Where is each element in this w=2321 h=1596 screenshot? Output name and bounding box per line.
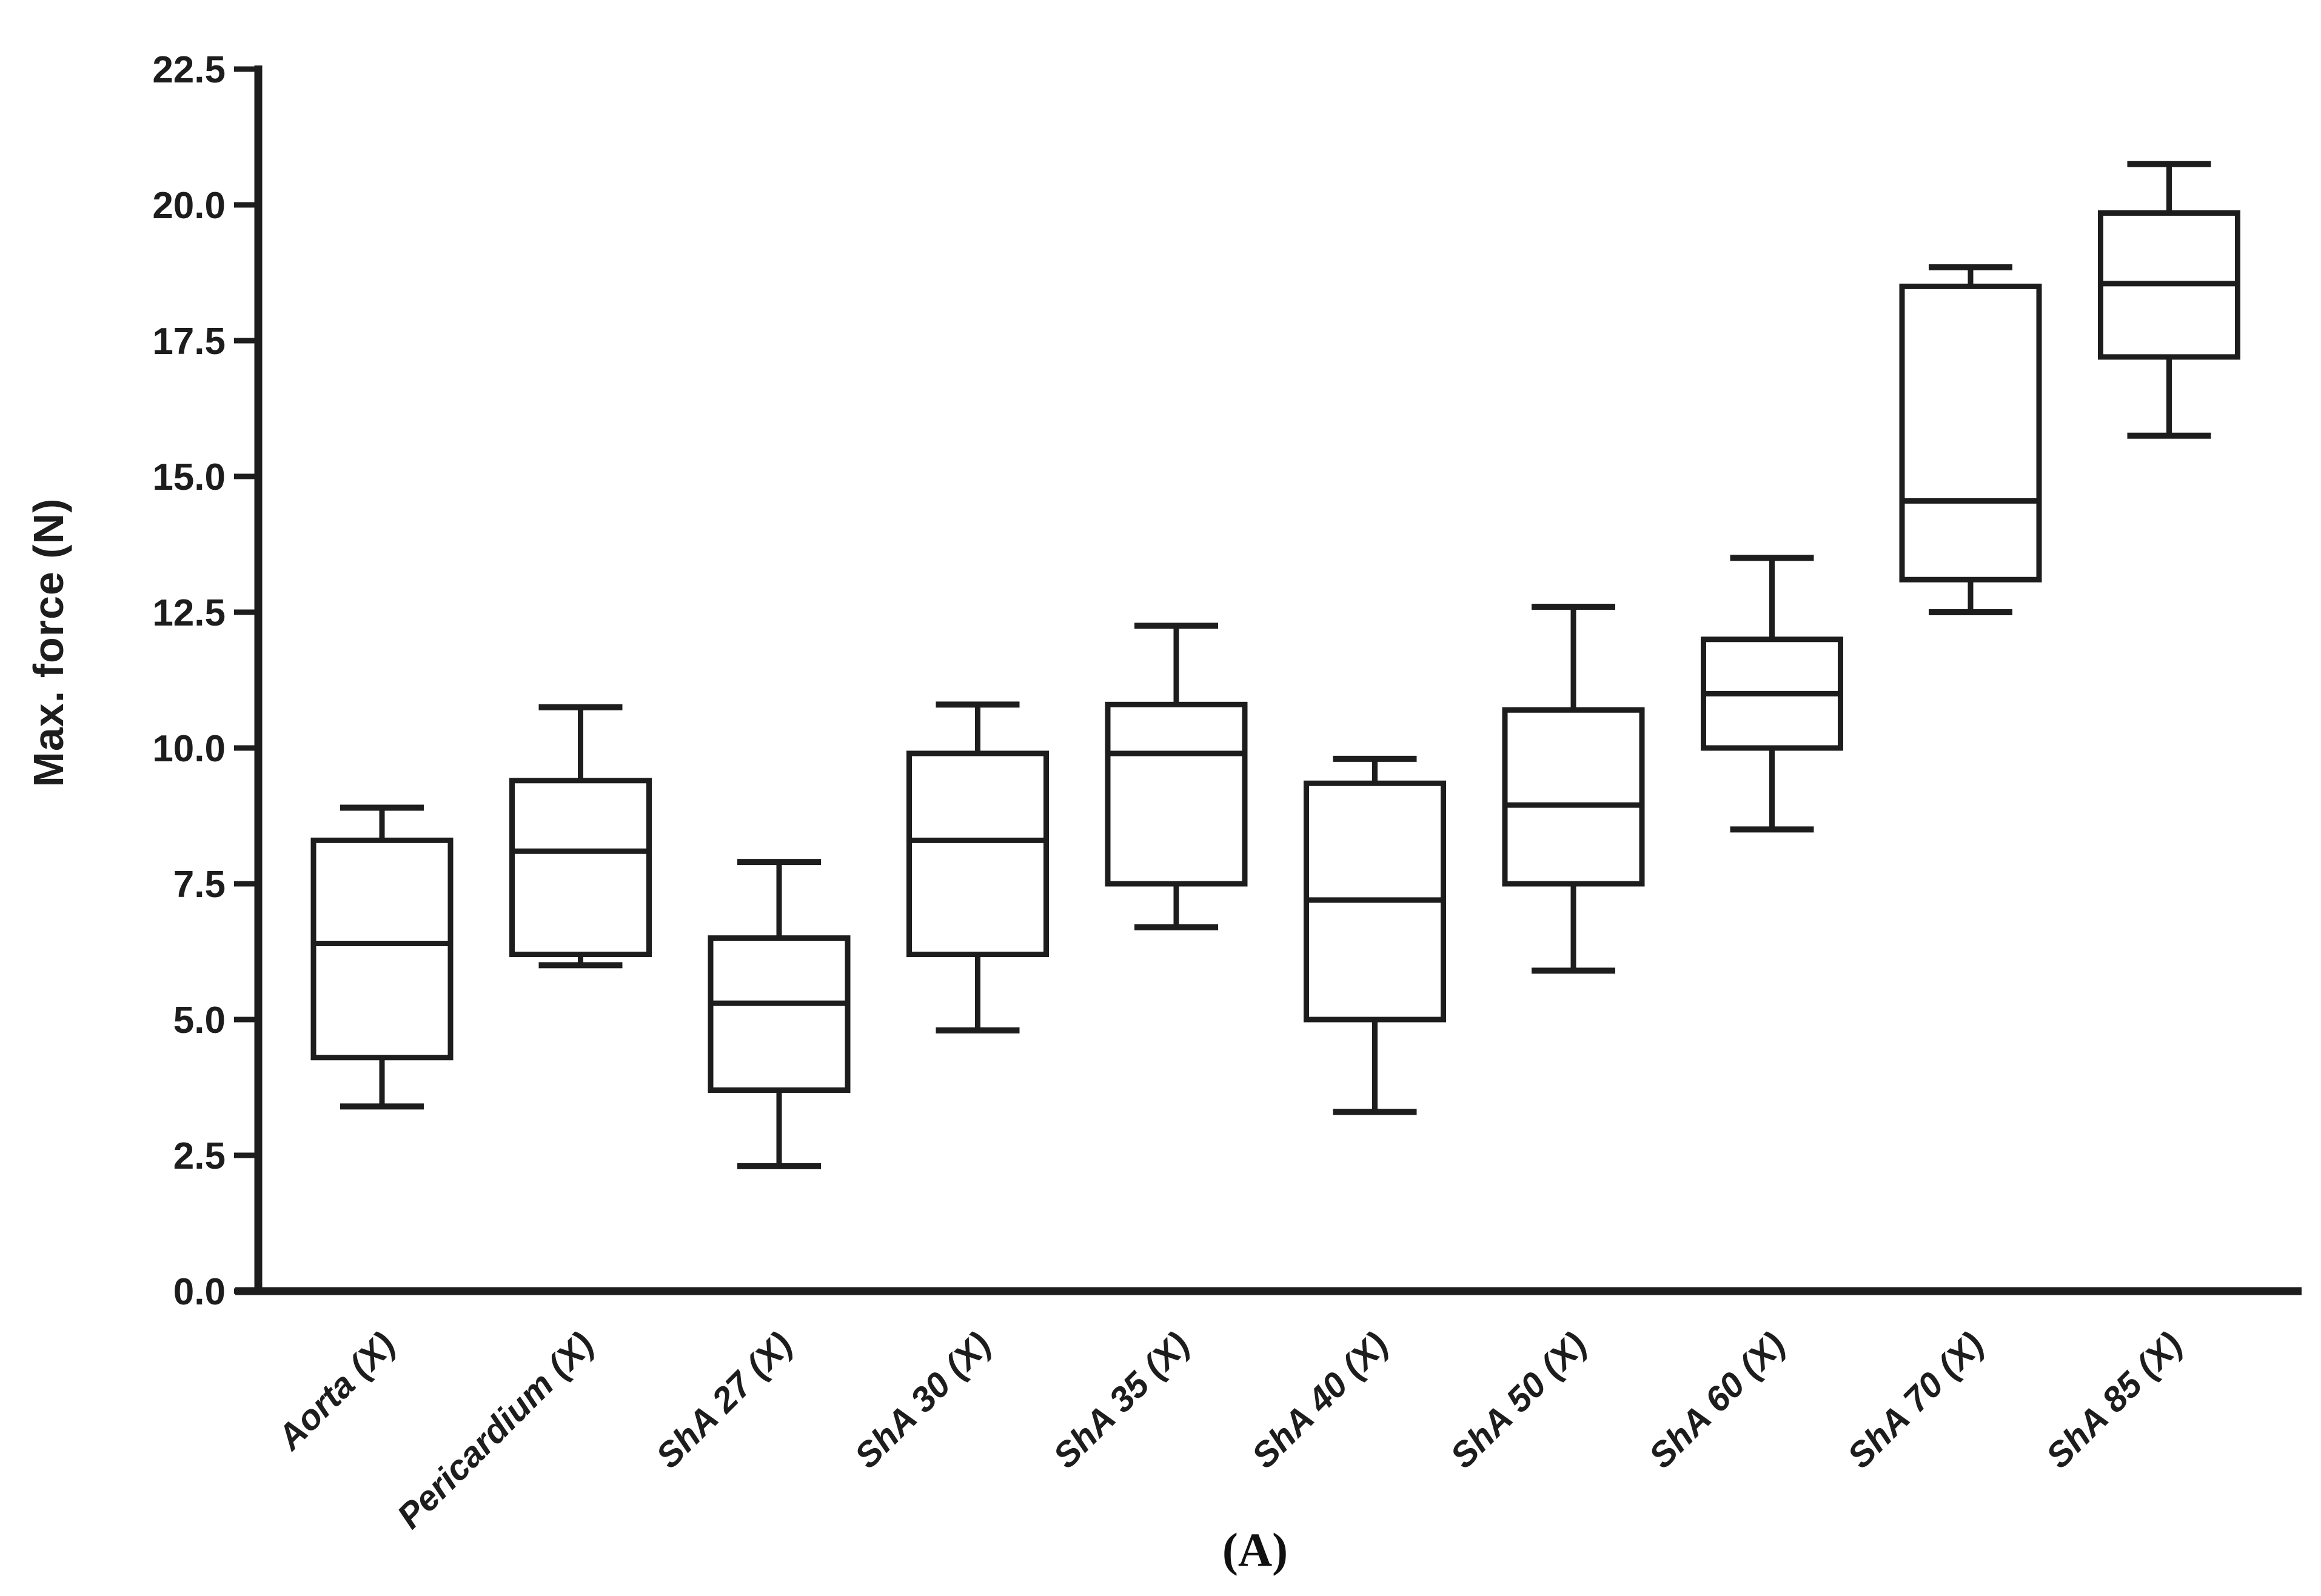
y-tick-label: 2.5 [173, 1135, 226, 1177]
y-tick-label: 22.5 [152, 49, 226, 91]
x-category-label: ShA 30 (X) [847, 1324, 999, 1476]
boxplot-box [708, 935, 851, 1093]
x-category-label: ShA 50 (X) [1443, 1324, 1595, 1476]
boxplot-box [1502, 707, 1645, 887]
x-category-label: ShA 85 (X) [2038, 1324, 2190, 1476]
x-category-label: ShA 40 (X) [1244, 1324, 1396, 1476]
boxplot-box [1899, 283, 2042, 583]
y-tick-label: 17.5 [152, 321, 226, 362]
boxplot-box [906, 750, 1049, 957]
y-tick-label: 10.0 [152, 728, 226, 770]
y-tick-label: 7.5 [173, 864, 226, 906]
y-axis-title: Max. force (N) [25, 498, 72, 787]
y-tick-label: 12.5 [152, 592, 226, 634]
y-tick-label: 0.0 [173, 1271, 226, 1313]
x-category-label: ShA 27 (X) [649, 1324, 800, 1476]
boxplot-box [310, 837, 454, 1061]
boxplot-box [509, 778, 652, 957]
y-tick-label: 15.0 [152, 456, 226, 498]
y-tick-label: 20.0 [152, 185, 226, 227]
x-category-label: Pericardium (X) [390, 1324, 601, 1536]
x-category-label: ShA 35 (X) [1046, 1324, 1197, 1476]
x-category-label: ShA 70 (X) [1840, 1324, 1992, 1476]
y-tick-label: 5.0 [173, 1000, 226, 1041]
boxplot-box [1105, 701, 1248, 887]
figure-caption: (A) [1222, 1523, 1288, 1576]
x-category-label: Aorta (X) [269, 1324, 403, 1458]
x-category-label: ShA 60 (X) [1641, 1324, 1793, 1476]
